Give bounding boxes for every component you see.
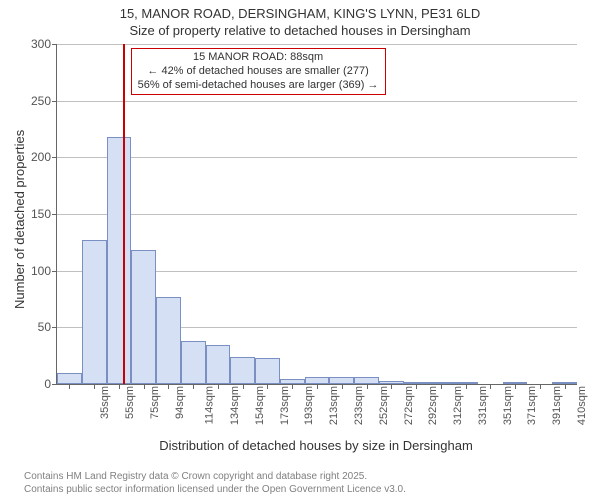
footer-line1: Contains HM Land Registry data © Crown c…: [24, 471, 406, 484]
gridline: [57, 101, 577, 102]
x-tick-label: 292sqm: [421, 386, 439, 425]
histogram-bar: [181, 341, 206, 384]
footer: Contains HM Land Registry data © Crown c…: [0, 471, 406, 496]
x-tick-label: 114sqm: [198, 386, 216, 424]
x-tick-label: 75sqm: [143, 386, 161, 419]
x-tick: [416, 384, 417, 389]
histogram-bar: [107, 137, 132, 384]
footer-line2: Contains public sector information licen…: [24, 484, 406, 497]
x-tick: [168, 384, 169, 389]
x-tick-label: 134sqm: [223, 386, 241, 425]
y-tick-label: 300: [31, 37, 57, 51]
annotation-line: ← 42% of detached houses are smaller (27…: [138, 65, 379, 79]
x-tick-label: 213sqm: [322, 386, 340, 425]
x-tick: [466, 384, 467, 389]
title-line2: Size of property relative to detached ho…: [0, 23, 600, 40]
y-tick-label: 100: [31, 264, 57, 278]
x-tick-label: 391sqm: [545, 386, 563, 425]
y-tick-label: 0: [44, 377, 57, 391]
annotation-box: 15 MANOR ROAD: 88sqm← 42% of detached ho…: [131, 48, 386, 95]
histogram-bar: [305, 377, 330, 384]
annotation-line: 56% of semi-detached houses are larger (…: [138, 79, 379, 93]
y-axis-label: Number of detached properties: [12, 130, 27, 309]
x-tick: [441, 384, 442, 389]
x-tick-label: 371sqm: [520, 386, 538, 425]
y-tick-label: 200: [31, 150, 57, 164]
x-tick: [119, 384, 120, 389]
x-tick: [243, 384, 244, 389]
histogram-bar: [329, 377, 354, 384]
x-tick-label: 233sqm: [347, 386, 365, 425]
x-tick-label: 154sqm: [248, 386, 266, 425]
x-tick: [292, 384, 293, 389]
gridline: [57, 44, 577, 45]
y-tick-label: 50: [38, 320, 57, 334]
x-tick: [540, 384, 541, 389]
x-tick: [267, 384, 268, 389]
x-tick-label: 55sqm: [118, 386, 136, 419]
histogram-bar: [156, 297, 181, 384]
x-tick-label: 252sqm: [372, 386, 390, 425]
x-tick-label: 351sqm: [496, 386, 514, 425]
gridline: [57, 157, 577, 158]
y-tick-label: 250: [31, 94, 57, 108]
x-tick: [565, 384, 566, 389]
x-tick-label: 312sqm: [446, 386, 464, 425]
x-tick-label: 173sqm: [273, 386, 291, 425]
histogram-bar: [131, 250, 156, 384]
plot-area: 05010015020025030035sqm55sqm75sqm94sqm11…: [56, 44, 577, 385]
x-tick: [490, 384, 491, 389]
x-axis-label: Distribution of detached houses by size …: [56, 438, 576, 453]
histogram-bar: [255, 358, 280, 384]
title-block: 15, MANOR ROAD, DERSINGHAM, KING'S LYNN,…: [0, 0, 600, 40]
x-tick: [342, 384, 343, 389]
x-tick: [94, 384, 95, 389]
x-tick: [144, 384, 145, 389]
x-tick-label: 272sqm: [397, 386, 415, 425]
x-tick: [69, 384, 70, 389]
histogram-bar: [82, 240, 107, 384]
histogram-bar: [206, 345, 231, 384]
x-tick: [367, 384, 368, 389]
annotation-line: 15 MANOR ROAD: 88sqm: [138, 51, 379, 65]
property-marker-line: [123, 44, 125, 384]
chart-container: 15, MANOR ROAD, DERSINGHAM, KING'S LYNN,…: [0, 0, 600, 500]
x-tick: [391, 384, 392, 389]
title-line1: 15, MANOR ROAD, DERSINGHAM, KING'S LYNN,…: [0, 6, 600, 23]
histogram-bar: [57, 373, 82, 384]
x-tick: [218, 384, 219, 389]
histogram-bar: [230, 357, 255, 384]
gridline: [57, 214, 577, 215]
x-tick: [317, 384, 318, 389]
x-tick: [515, 384, 516, 389]
x-tick: [193, 384, 194, 389]
x-tick-label: 35sqm: [93, 386, 111, 419]
histogram-bar: [354, 377, 379, 384]
x-tick-label: 430sqm: [595, 386, 600, 425]
x-tick-label: 331sqm: [471, 386, 489, 425]
y-tick-label: 150: [31, 207, 57, 221]
x-tick-label: 94sqm: [168, 386, 186, 419]
x-tick-label: 410sqm: [570, 386, 588, 425]
x-tick-label: 193sqm: [298, 386, 316, 425]
